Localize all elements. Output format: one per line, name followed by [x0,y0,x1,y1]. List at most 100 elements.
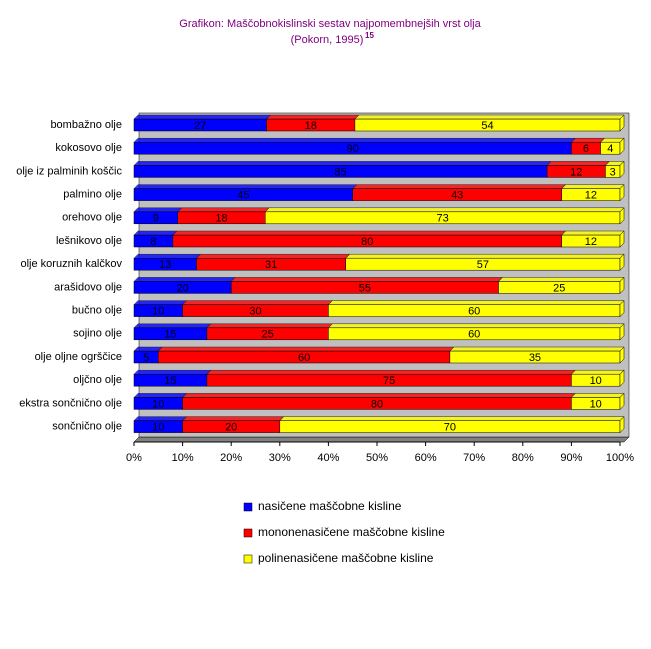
data-label: 85 [334,166,346,178]
bar-side [619,346,625,364]
data-label: 35 [529,352,541,364]
data-label: 70 [444,422,456,434]
bar-side [619,183,625,202]
data-label: 15 [164,329,176,341]
bar-top [352,184,567,189]
data-label: 12 [570,166,582,178]
y-tick-label: oljčno olje [73,374,122,386]
bar-side [619,323,625,341]
data-label: 60 [468,306,480,318]
data-label: 80 [361,236,373,248]
bar-side [619,114,625,132]
bar-top [172,230,567,236]
data-label: 45 [237,190,249,202]
bar-side [619,415,625,434]
data-label: 13 [159,259,171,271]
y-tick-label: bombažno olje [50,119,122,131]
y-tick-label: sončnično olje [52,421,122,433]
bar-top [133,161,552,166]
data-label: 20 [176,282,188,294]
y-tick-label: kokosovo olje [55,142,122,154]
data-label: 43 [451,190,463,202]
bar-top [206,369,577,375]
bar-top [327,323,625,329]
x-tick-label: 70% [463,452,485,464]
x-tick-label: 20% [220,452,242,464]
bar-side [619,137,625,155]
bar-top [133,416,188,421]
legend-text: nasičene maščobne kisline [258,499,402,513]
bar-top [345,253,625,259]
data-label: 25 [262,329,274,341]
y-tick-label: olje oljne ogrščice [35,351,122,363]
data-label: 80 [371,398,383,410]
data-label: 10 [152,306,164,318]
data-label: 6 [583,143,589,155]
x-tick-label: 60% [415,452,437,464]
data-label: 12 [585,236,597,248]
data-label: 57 [477,259,489,271]
y-tick-label: lešnikovo olje [56,235,122,247]
bar-top [327,300,625,305]
bar-top [133,230,178,236]
legend-text: polinenasičene maščobne kisline [258,551,434,565]
bar-top [177,207,270,213]
bar-top [561,230,625,236]
legend-swatch [243,528,253,538]
data-label: 15 [164,375,176,387]
bar-side [619,369,625,387]
bar-side [619,230,625,248]
x-tick-label: 10% [172,452,194,464]
bar-side [619,299,625,318]
x-tick-label: 80% [512,452,534,464]
data-label: 9 [153,213,159,225]
subtitle-reference: 15 [365,31,374,40]
bar-top [546,161,611,166]
data-label: 10 [590,398,602,410]
bar-top [279,416,625,421]
bar-top [157,346,455,352]
data-label: 3 [610,166,616,178]
bar-top [133,300,188,305]
bar-side [619,160,625,179]
data-label: 31 [265,259,277,271]
bar-top [570,393,625,398]
bar-side [619,392,625,411]
bar-top [561,184,625,189]
bar-top [133,369,212,375]
bar-top [133,137,577,143]
data-label: 54 [481,120,493,132]
data-label: 4 [607,143,613,155]
bar-top [264,207,625,213]
y-tick-label: arašidovo olje [54,281,122,293]
data-label: 18 [215,213,227,225]
bar-top [133,253,202,259]
data-label: 73 [436,213,448,225]
data-label: 12 [585,190,597,202]
bar-top [133,277,236,282]
data-label: 75 [383,375,395,387]
legend-swatch [243,502,253,512]
data-label: 20 [225,422,237,434]
data-label: 10 [152,422,164,434]
data-label: 90 [347,143,359,155]
x-tick-label: 50% [366,452,388,464]
x-tick-label: 30% [269,452,291,464]
bar-top [133,207,183,213]
bar-top [354,114,625,120]
bar-side [619,253,625,271]
data-label: 18 [305,120,317,132]
x-tick-label: 40% [317,452,339,464]
data-label: 60 [298,352,310,364]
data-label: 8 [150,236,156,248]
legend-swatch [243,554,253,564]
x-tick-label: 0% [126,452,142,464]
chart-subtitle: (Pokorn, 1995) [291,34,364,46]
bar-top [133,114,272,120]
data-label: 25 [553,282,565,294]
bar-top [570,137,606,143]
bar-side [619,276,625,295]
y-tick-label: sojino olje [73,328,122,340]
bar-top [195,253,351,259]
